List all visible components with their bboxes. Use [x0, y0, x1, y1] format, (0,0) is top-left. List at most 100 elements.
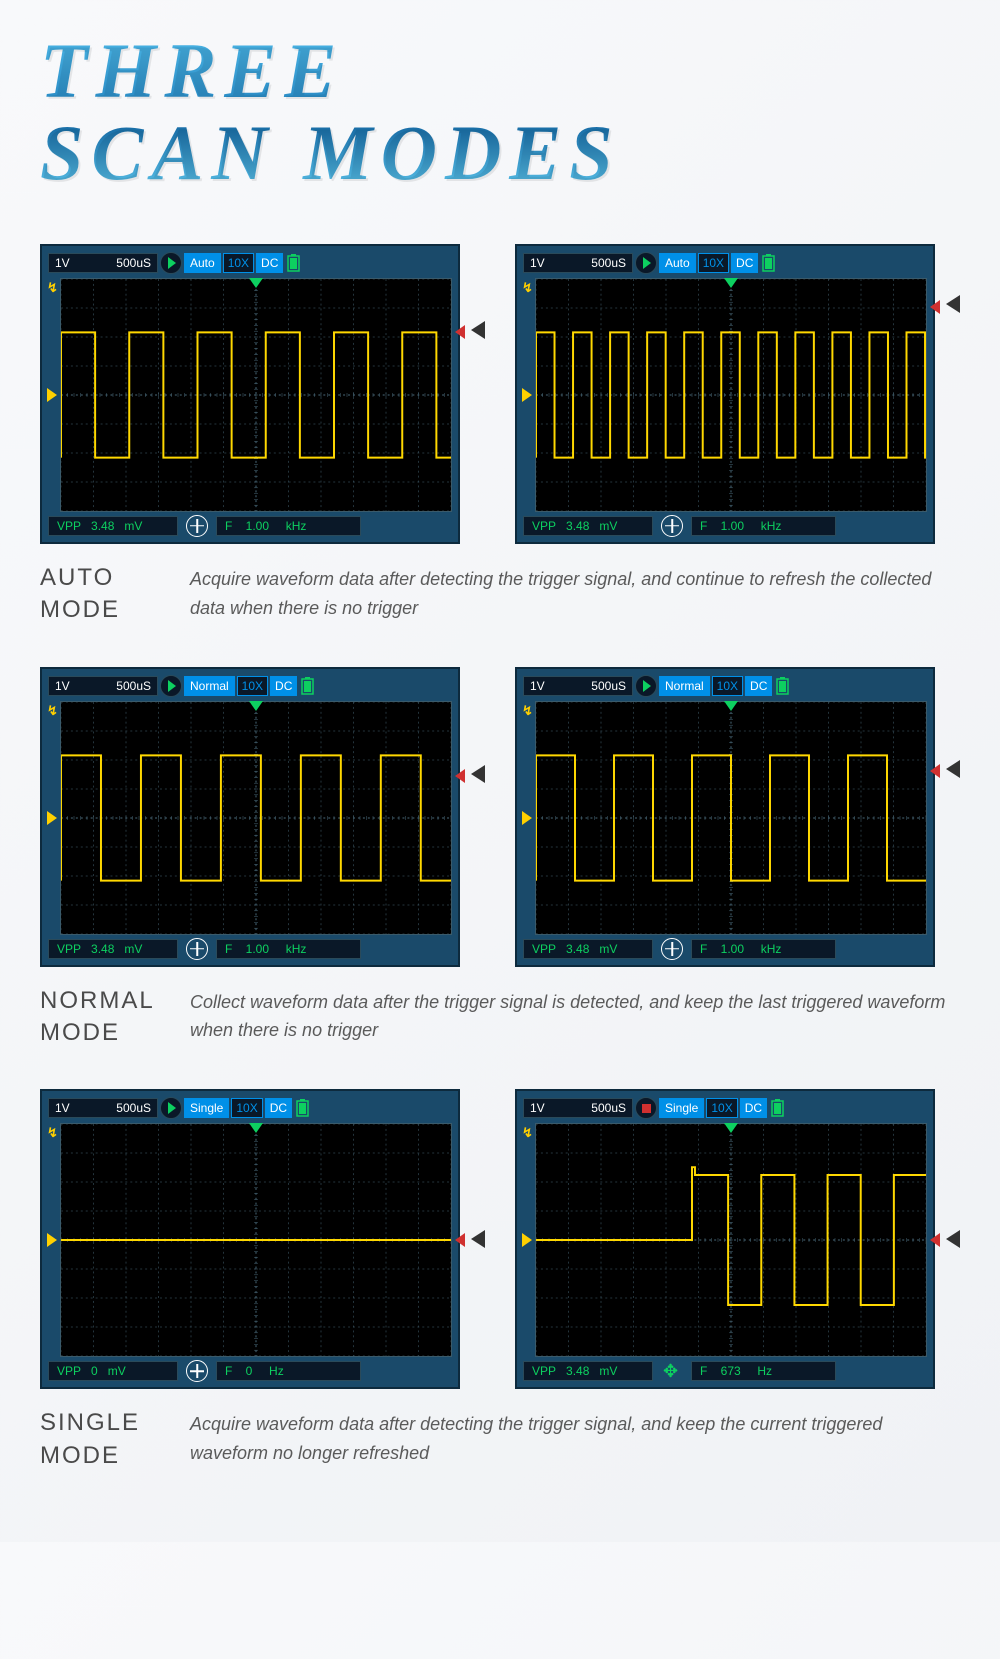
play-icon — [643, 680, 651, 692]
battery-icon — [301, 677, 314, 695]
scope-toolbar: 1V500uS Single 10X DC — [523, 1097, 927, 1119]
mode-badge: Normal — [659, 676, 710, 696]
vpp-readout: VPP0mV — [48, 1361, 178, 1381]
trigger-position-marker — [249, 278, 263, 288]
battery-icon — [771, 1099, 784, 1117]
scope-toolbar: 1V500uS Normal 10X DC — [523, 675, 927, 697]
oscilloscope-screen: ↯ 1V500uS Auto 10X DC VPP3.48mV F 1.00 k… — [40, 244, 485, 544]
run-stop-button[interactable] — [160, 252, 182, 274]
scope-display — [60, 701, 452, 935]
vpp-readout: VPP3.48mV — [523, 1361, 653, 1381]
play-icon — [168, 680, 176, 692]
probe-badge: 10X — [237, 676, 268, 696]
move-icon — [661, 1360, 683, 1382]
trigger-position-marker — [724, 278, 738, 288]
ground-marker — [522, 811, 532, 825]
coupling-badge: DC — [740, 1098, 767, 1118]
ground-marker — [47, 1233, 57, 1247]
title-line-2: SCAN MODES — [40, 112, 960, 194]
side-pointer-icon — [471, 321, 485, 339]
scope-display — [535, 278, 927, 512]
run-stop-button[interactable] — [635, 252, 657, 274]
trigger-level-marker — [930, 1233, 940, 1247]
scope-footer: VPP3.48mV F 1.00 kHz — [48, 515, 452, 537]
trigger-position-marker — [724, 1123, 738, 1133]
ground-marker — [522, 1233, 532, 1247]
scope-display — [535, 701, 927, 935]
channel-indicator: ↯ — [522, 1125, 533, 1141]
freq-readout: F 0 Hz — [216, 1361, 361, 1381]
vdiv-tdiv-readout: 1V500uS — [523, 1098, 633, 1118]
coupling-badge: DC — [270, 676, 297, 696]
run-stop-button[interactable] — [160, 1097, 182, 1119]
vpp-readout: VPP3.48mV — [523, 516, 653, 536]
title-line-1: THREE — [40, 30, 960, 112]
mode-badge: Auto — [659, 253, 696, 273]
channel-indicator: ↯ — [47, 703, 58, 719]
side-pointer-icon — [946, 1230, 960, 1248]
probe-badge: 10X — [231, 1098, 262, 1118]
scope-toolbar: 1V500uS Auto 10X DC — [523, 252, 927, 274]
trigger-level-marker — [455, 1233, 465, 1247]
scope-footer: VPP3.48mV F 673 Hz — [523, 1360, 927, 1382]
mode-badge: Single — [659, 1098, 704, 1118]
scope-footer: VPP3.48mV F 1.00 kHz — [523, 938, 927, 960]
battery-icon — [762, 254, 775, 272]
ground-marker — [522, 388, 532, 402]
vdiv-tdiv-readout: 1V500uS — [48, 676, 158, 696]
ground-marker — [47, 811, 57, 825]
freq-readout: F 1.00 kHz — [691, 939, 836, 959]
probe-badge: 10X — [223, 253, 254, 273]
mode-description: SINGLEMODE Acquire waveform data after d… — [40, 1407, 960, 1472]
battery-icon — [296, 1099, 309, 1117]
mode-label: AUTOMODE — [40, 562, 170, 627]
oscilloscope-screen: ↯ 1V500uS Single 10X DC VPP0mV F 0 Hz — [40, 1089, 485, 1389]
probe-badge: 10X — [706, 1098, 737, 1118]
coupling-badge: DC — [256, 253, 283, 273]
freq-readout: F 1.00 kHz — [216, 516, 361, 536]
vpp-readout: VPP3.48mV — [523, 939, 653, 959]
channel-indicator: ↯ — [47, 280, 58, 296]
mode-badge: Single — [184, 1098, 229, 1118]
scope-display — [535, 1123, 927, 1357]
vdiv-tdiv-readout: 1V500uS — [48, 253, 158, 273]
cursor-icon — [186, 515, 208, 537]
ground-marker — [47, 388, 57, 402]
run-stop-button[interactable] — [160, 675, 182, 697]
scope-row: ↯ 1V500uS Auto 10X DC VPP3.48mV F 1.00 k… — [40, 244, 960, 544]
trigger-position-marker — [249, 701, 263, 711]
cursor-icon — [661, 515, 683, 537]
mode-badge: Normal — [184, 676, 235, 696]
scope-frame: ↯ 1V500uS Auto 10X DC VPP3.48mV F 1.00 k… — [40, 244, 460, 544]
mode-text: Collect waveform data after the trigger … — [190, 985, 960, 1046]
mode-description: NORMALMODE Collect waveform data after t… — [40, 985, 960, 1050]
battery-icon — [287, 254, 300, 272]
vdiv-tdiv-readout: 1V500uS — [48, 1098, 158, 1118]
oscilloscope-screen: ↯ 1V500uS Normal 10X DC VPP3.48mV F 1.00… — [40, 667, 485, 967]
vdiv-tdiv-readout: 1V500uS — [523, 676, 633, 696]
scope-toolbar: 1V500uS Normal 10X DC — [48, 675, 452, 697]
channel-indicator: ↯ — [47, 1125, 58, 1141]
play-icon — [168, 257, 176, 269]
trigger-position-marker — [724, 701, 738, 711]
probe-badge: 10X — [712, 676, 743, 696]
cursor-icon — [661, 938, 683, 960]
vdiv-tdiv-readout: 1V500uS — [523, 253, 633, 273]
run-stop-button[interactable] — [635, 675, 657, 697]
play-icon — [643, 257, 651, 269]
mode-text: Acquire waveform data after detecting th… — [190, 1407, 960, 1468]
run-stop-button[interactable] — [635, 1097, 657, 1119]
scope-frame: ↯ 1V500uS Single 10X DC VPP3.48mV F 673 … — [515, 1089, 935, 1389]
oscilloscope-screen: ↯ 1V500uS Normal 10X DC VPP3.48mV F 1.00… — [515, 667, 960, 967]
scope-footer: VPP3.48mV F 1.00 kHz — [523, 515, 927, 537]
scope-toolbar: 1V500uS Single 10X DC — [48, 1097, 452, 1119]
side-pointer-icon — [946, 760, 960, 778]
probe-badge: 10X — [698, 253, 729, 273]
channel-indicator: ↯ — [522, 703, 533, 719]
oscilloscope-screen: ↯ 1V500uS Auto 10X DC VPP3.48mV F 1.00 k… — [515, 244, 960, 544]
freq-readout: F 673 Hz — [691, 1361, 836, 1381]
side-pointer-icon — [471, 1230, 485, 1248]
scope-frame: ↯ 1V500uS Auto 10X DC VPP3.48mV F 1.00 k… — [515, 244, 935, 544]
battery-icon — [776, 677, 789, 695]
channel-indicator: ↯ — [522, 280, 533, 296]
